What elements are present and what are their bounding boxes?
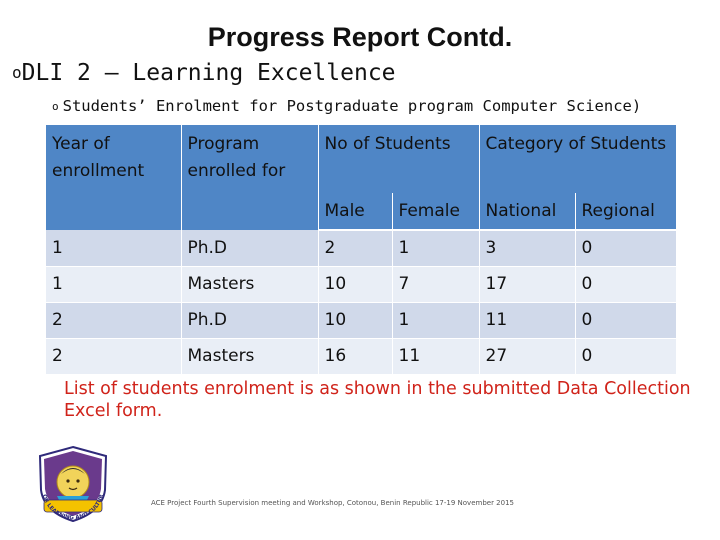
cell-year: 1 bbox=[46, 230, 182, 267]
cell-female: 7 bbox=[392, 266, 480, 303]
footer-text: ACE Project Fourth Supervision meeting a… bbox=[150, 499, 514, 507]
university-crest-logo: FOR LEARNING AND CULTURE bbox=[32, 444, 108, 523]
bullet-level-1-text: DLI 2 – Learning Excellence bbox=[21, 60, 396, 86]
cell-female: 1 bbox=[392, 302, 480, 339]
cell-female: 11 bbox=[392, 338, 480, 375]
cell-national: 11 bbox=[479, 302, 576, 339]
cell-program: Masters bbox=[181, 338, 319, 375]
header-national: National bbox=[479, 193, 576, 231]
bullet-marker: o bbox=[12, 63, 22, 82]
header-no-of-students: No of Students bbox=[318, 125, 480, 193]
cell-program: Ph.D bbox=[181, 230, 319, 267]
bullet-marker: o bbox=[52, 100, 59, 113]
table-row: 1 Masters 10 7 17 0 bbox=[46, 266, 677, 303]
cell-regional: 0 bbox=[575, 230, 677, 267]
cell-year: 2 bbox=[46, 302, 182, 339]
cell-regional: 0 bbox=[575, 266, 677, 303]
header-year-of-enrollment: Year of enrollment bbox=[46, 125, 182, 230]
header-female: Female bbox=[392, 193, 480, 231]
cell-male: 2 bbox=[318, 230, 393, 267]
table-row: 2 Ph.D 10 1 11 0 bbox=[46, 302, 677, 339]
bullet-level-2-text: Students’ Enrolment for Postgraduate pro… bbox=[62, 97, 642, 115]
cell-regional: 0 bbox=[575, 302, 677, 339]
table-row: 2 Masters 16 11 27 0 bbox=[46, 338, 677, 375]
cell-program: Masters bbox=[181, 266, 319, 303]
cell-program: Ph.D bbox=[181, 302, 319, 339]
enrolment-table: Year of enrollment Program enrolled for … bbox=[46, 125, 677, 375]
bullet-level-2: o Students’ Enrolment for Postgraduate pr… bbox=[52, 97, 641, 115]
cell-male: 10 bbox=[318, 302, 393, 339]
cell-female: 1 bbox=[392, 230, 480, 267]
cell-national: 27 bbox=[479, 338, 576, 375]
cell-year: 1 bbox=[46, 266, 182, 303]
header-category-of-students: Category of Students bbox=[479, 125, 677, 193]
cell-male: 16 bbox=[318, 338, 393, 375]
data-collection-note: List of students enrolment is as shown i… bbox=[64, 379, 691, 421]
cell-male: 10 bbox=[318, 266, 393, 303]
bullet-level-1: oDLI 2 – Learning Excellence bbox=[12, 60, 396, 86]
header-regional: Regional bbox=[575, 193, 677, 231]
header-male: Male bbox=[318, 193, 393, 231]
header-program-enrolled-for: Program enrolled for bbox=[181, 125, 319, 230]
table-header-row: Year of enrollment Program enrolled for … bbox=[46, 125, 677, 230]
cell-national: 3 bbox=[479, 230, 576, 267]
slide-title: Progress Report Contd. bbox=[207, 22, 513, 52]
cell-national: 17 bbox=[479, 266, 576, 303]
cell-regional: 0 bbox=[575, 338, 677, 375]
table-row: 1 Ph.D 2 1 3 0 bbox=[46, 230, 677, 267]
cell-year: 2 bbox=[46, 338, 182, 375]
table-subheader-row: Male Female National Regional bbox=[46, 193, 677, 231]
